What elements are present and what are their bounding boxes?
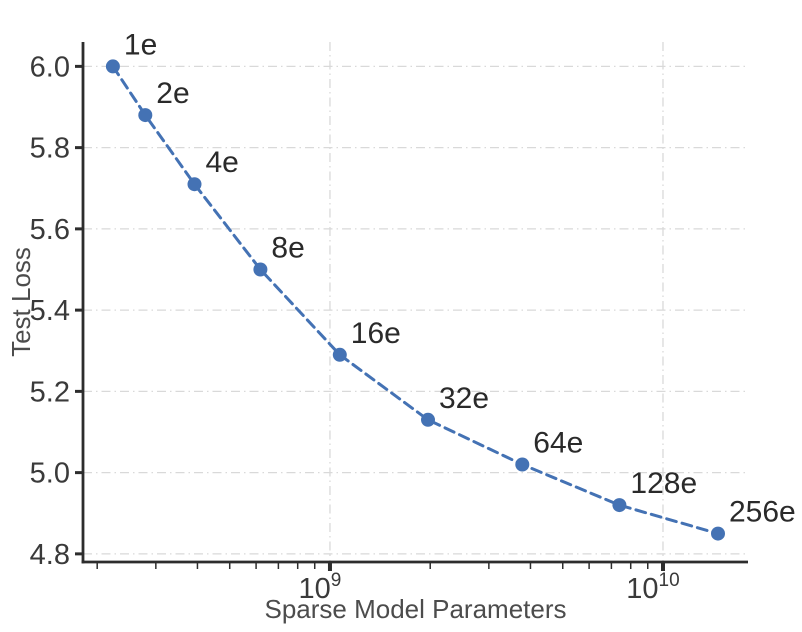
y-tick-label: 5.6 xyxy=(30,214,70,246)
point-label: 32e xyxy=(439,382,489,415)
y-tick-label: 4.8 xyxy=(30,539,70,571)
y-axis: 4.8 5.0 5.2 5.4 5.6 5.8 6.0 xyxy=(30,51,83,571)
data-point xyxy=(711,526,725,541)
y-tick-label: 5.0 xyxy=(30,458,70,490)
data-point xyxy=(138,108,153,123)
point-label: 4e xyxy=(206,146,239,179)
x-axis-title: Sparse Model Parameters xyxy=(264,594,566,624)
x-tick-label: 1010 xyxy=(626,570,679,605)
data-point xyxy=(421,412,435,427)
data-point xyxy=(612,498,627,513)
y-axis-title: Test Loss xyxy=(6,247,36,357)
x-tick-label: 109 xyxy=(299,570,342,605)
y-tick-label: 5.8 xyxy=(30,133,70,165)
grid-layer xyxy=(83,42,748,562)
y-tick-label: 6.0 xyxy=(30,51,70,83)
point-label: 128e xyxy=(630,467,697,500)
point-label: 8e xyxy=(271,232,304,265)
data-point xyxy=(187,177,202,192)
y-tick-label: 5.2 xyxy=(30,376,70,408)
x-axis: 109 1010 xyxy=(96,562,680,605)
point-label: 256e xyxy=(729,496,796,529)
data-point xyxy=(253,262,268,277)
data-point xyxy=(332,347,347,362)
point-label: 1e xyxy=(124,28,157,61)
data-point xyxy=(515,457,530,472)
series-line xyxy=(111,64,720,536)
point-label: 64e xyxy=(533,427,583,460)
series-expert-scaling: 1e 2e 4e 8e 16e 32e 64e 128e 256e xyxy=(105,28,796,541)
data-point xyxy=(105,59,120,74)
point-label: 2e xyxy=(156,77,189,110)
y-tick-label: 5.4 xyxy=(30,295,70,327)
axes-spines xyxy=(81,42,748,564)
point-label: 16e xyxy=(351,317,401,350)
